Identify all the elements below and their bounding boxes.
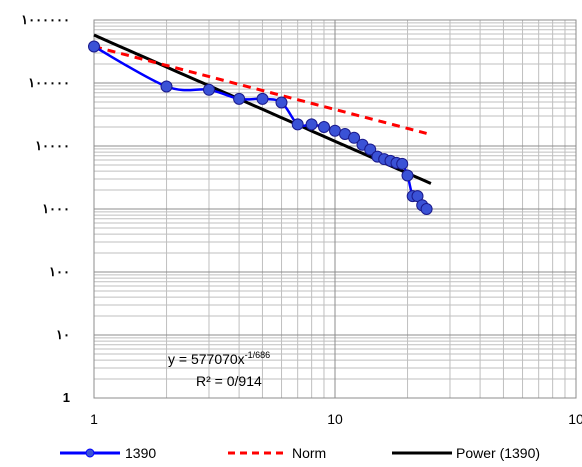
plot-frame (93, 19, 577, 399)
series-1390-point (318, 121, 330, 133)
y-axis-tick-labels: 1 ۱۰ ۱۰۰ ۱۰۰۰ ۱۰۰۰۰ ۱۰۰۰۰۰ ۱۰۰۰۰۰۰ (21, 12, 70, 405)
series-1390-point (203, 83, 215, 96)
trendline-r-squared: R² = 0/914 (196, 373, 262, 389)
y-tick-label: ۱۰۰۰۰۰۰ (21, 12, 70, 27)
y-tick-label: ۱۰۰۰۰ (35, 138, 70, 153)
series-1390-point (256, 92, 269, 105)
trendline-annotation: y = 577070x-1/686 R² = 0/914 (168, 350, 270, 389)
series-1390-point (233, 92, 246, 105)
plot-area-border (93, 19, 577, 399)
y-tick-label: 1 (63, 390, 70, 405)
y-tick-label: ۱۰ (56, 327, 70, 342)
series-1390-point (420, 203, 433, 215)
series-1390-point (329, 124, 341, 137)
series-1390-point (291, 118, 304, 131)
legend-marker-1390 (85, 448, 95, 458)
series-1390-layer (88, 40, 433, 215)
trendline-equation: y = 577070x-1/686 (168, 350, 270, 367)
legend-item-power: Power (1390) (392, 445, 540, 461)
series-1390-point (348, 131, 361, 144)
x-tick-label: 10 (568, 411, 582, 427)
series-1390-point (305, 118, 318, 131)
y-tick-label: ۱۰۰ (49, 264, 70, 279)
trendline-equation-exponent: -1/686 (245, 350, 271, 360)
y-tick-label: ۱۰۰۰۰۰ (28, 75, 70, 90)
legend-item-1390: 1390 (60, 445, 156, 461)
legend-label-norm: Norm (292, 445, 326, 461)
y-tick-label: ۱۰۰۰ (42, 201, 70, 216)
series-1390-point (396, 157, 409, 170)
x-tick-label: 1 (90, 411, 98, 427)
norm-line-layer (93, 45, 427, 135)
x-tick-label: 10 (327, 411, 343, 427)
series-1390-point (401, 169, 414, 182)
norm-line (93, 45, 427, 135)
series-1390-point (88, 40, 100, 53)
series-1390-point (160, 80, 173, 93)
legend-label-1390: 1390 (125, 445, 156, 461)
legend-item-norm: Norm (228, 445, 326, 461)
series-1390-point (275, 96, 288, 109)
legend: 1390 Norm Power (1390) (60, 445, 540, 461)
x-axis-tick-labels: 1 10 10 (90, 411, 582, 427)
series-1390-point (364, 143, 377, 156)
trendline-equation-prefix: y = 577070x (168, 351, 245, 367)
legend-label-power: Power (1390) (456, 445, 540, 461)
